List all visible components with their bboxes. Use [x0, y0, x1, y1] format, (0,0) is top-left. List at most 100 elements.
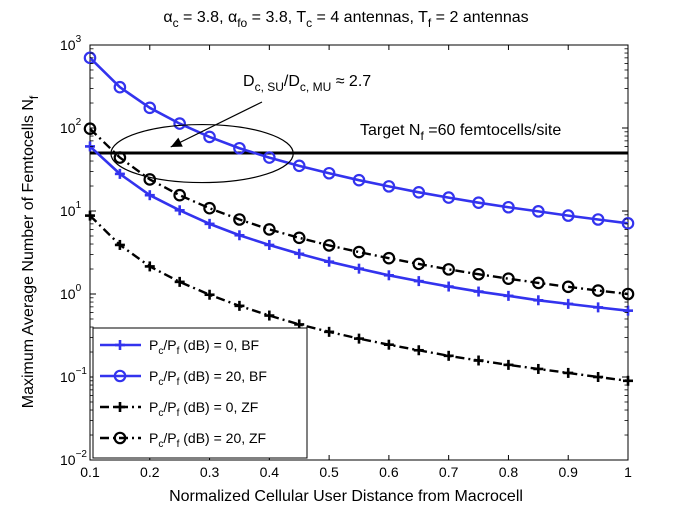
data-point — [533, 363, 544, 374]
target-label: Target Nf =60 femtocells/site — [360, 122, 561, 143]
legend-entry-4: Pc/Pf (dB) = 20, ZF — [100, 430, 266, 450]
data-point — [233, 213, 246, 226]
legend-entry-2: Pc/Pf (dB) = 20, BF — [100, 368, 267, 388]
series-line — [89, 56, 629, 225]
data-point — [502, 272, 515, 285]
data-point — [143, 101, 157, 115]
y-tick-label: 10−1 — [60, 366, 87, 385]
annotation-ellipse — [110, 123, 294, 184]
data-point — [292, 159, 306, 173]
data-point — [502, 200, 515, 214]
data-point — [263, 223, 276, 236]
y-tick-label: 10−2 — [60, 449, 87, 468]
data-point — [532, 205, 545, 218]
annotation-label: Dc, SU/Dc, MU ≈ 2.7 — [243, 73, 371, 94]
data-point — [324, 326, 335, 337]
data-point — [354, 333, 364, 344]
data-point — [354, 263, 364, 274]
data-point — [322, 166, 336, 180]
legend-entry-1: Pc/Pf (dB) = 0, BF — [100, 337, 259, 357]
data-point — [443, 281, 454, 292]
legend-marker — [115, 340, 125, 350]
data-point — [382, 251, 396, 265]
y-tick-label: 103 — [60, 34, 82, 53]
data-point — [591, 213, 605, 226]
data-point — [561, 209, 575, 222]
data-point — [593, 302, 604, 313]
x-tick-label: 0.1 — [80, 464, 100, 480]
x-axis-label: Normalized Cellular User Distance from M… — [169, 488, 523, 505]
data-point — [503, 290, 514, 301]
data-point — [352, 173, 366, 187]
data-point — [174, 205, 185, 216]
legend-marker — [113, 369, 127, 383]
chart-title: αc = 3.8, αfo = 3.8, Tc = 4 antennas, Tf… — [163, 9, 528, 30]
data-point — [383, 339, 394, 350]
legend-box — [92, 327, 308, 459]
data-point — [352, 245, 366, 259]
data-point — [322, 239, 336, 252]
data-point — [621, 217, 635, 230]
data-point — [203, 130, 216, 144]
data-point — [114, 239, 125, 250]
data-point — [593, 372, 604, 382]
data-point — [263, 151, 276, 164]
data-point — [173, 117, 186, 130]
annotation-arrow — [170, 101, 263, 148]
data-point — [143, 173, 157, 186]
x-tick-label: 0.3 — [200, 464, 220, 480]
series-4 — [83, 122, 635, 301]
data-point — [472, 196, 485, 209]
series-3 — [85, 210, 633, 386]
legend-label: Pc/Pf (dB) = 20, BF — [149, 368, 267, 388]
data-point — [113, 151, 127, 164]
y-tick-label: 101 — [60, 200, 82, 219]
data-point — [204, 289, 215, 300]
data-point — [382, 180, 396, 193]
legend-marker — [115, 402, 125, 412]
data-point — [234, 300, 245, 311]
x-tick-label: 0.8 — [499, 464, 519, 480]
data-point — [173, 188, 186, 202]
data-point — [412, 185, 426, 199]
data-point — [234, 230, 245, 241]
data-point — [113, 80, 127, 94]
data-point — [412, 257, 426, 271]
annotation-arrowhead — [170, 137, 183, 147]
legend-entry-3: Pc/Pf (dB) = 0, ZF — [100, 399, 258, 419]
legend-label: Pc/Pf (dB) = 20, ZF — [149, 430, 266, 450]
x-tick-label: 0.7 — [439, 464, 459, 480]
series-1 — [85, 141, 633, 316]
data-point — [114, 168, 125, 179]
y-tick-label: 100 — [60, 283, 82, 302]
data-point — [383, 270, 394, 281]
data-point — [532, 276, 545, 290]
data-point — [473, 286, 484, 297]
data-point — [623, 305, 633, 316]
data-point — [264, 239, 275, 250]
data-point — [503, 359, 514, 370]
data-point — [144, 190, 155, 201]
data-point — [413, 345, 424, 356]
data-point — [292, 231, 306, 245]
data-point — [233, 141, 246, 155]
data-point — [563, 367, 574, 378]
legend-marker — [113, 431, 127, 445]
data-point — [472, 267, 485, 281]
data-point — [83, 122, 97, 136]
data-point — [324, 256, 335, 267]
legend-label: Pc/Pf (dB) = 0, BF — [149, 337, 259, 357]
data-point — [442, 191, 455, 204]
data-point — [264, 310, 275, 321]
data-point — [204, 218, 215, 229]
x-tick-label: 1 — [624, 464, 632, 480]
data-point — [174, 276, 185, 287]
x-tick-label: 0.4 — [260, 464, 280, 480]
data-point — [294, 248, 305, 259]
data-point — [203, 201, 216, 215]
data-point — [591, 284, 605, 297]
y-tick-label: 102 — [60, 117, 82, 136]
data-point — [442, 263, 455, 276]
x-tick-label: 0.2 — [140, 464, 160, 480]
